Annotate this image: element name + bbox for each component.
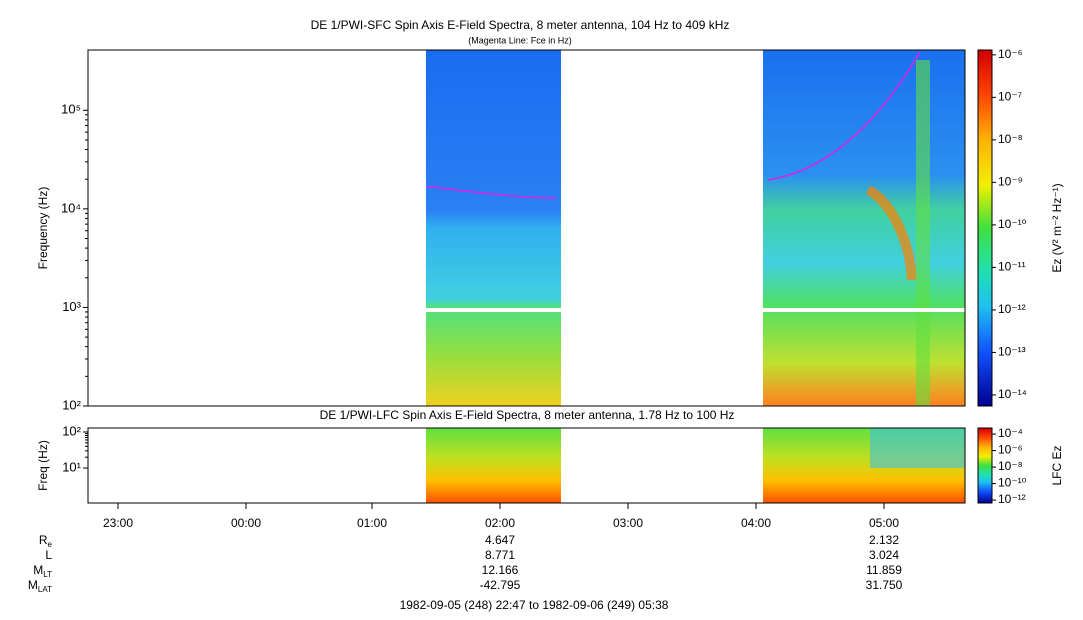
x-tick-label: 23:00 [103,516,133,530]
ephemeris-label: L [45,548,52,562]
colorbar-tick-label: 10⁻¹² [998,492,1026,506]
ephemeris-label-main: L [45,548,52,562]
spectrogram-image [426,50,561,406]
spectrogram-image [763,50,965,406]
colorbar [977,49,993,407]
ephemeris-label: MLT [33,563,52,579]
y-tick-label: 10³ [62,299,81,314]
colorbar-tick-label: 10⁻⁸ [998,132,1023,146]
colorbar-tick-label: 10⁻¹⁴ [998,387,1027,401]
ephemeris-label-sub: LAT [38,585,52,594]
ephemeris-label: MLAT [28,578,52,594]
colorbar-tick-label: 10⁻⁴ [998,426,1023,440]
y-tick-label: 10⁵ [61,102,81,117]
chart-title: DE 1/PWI-LFC Spin Axis E-Field Spectra, … [320,408,735,422]
colorbar-label: Ez (V² m⁻² Hz⁻¹) [1050,183,1064,272]
colorbar-tick-label: 10⁻⁷ [998,90,1022,104]
ephemeris-value: 3.024 [869,548,899,562]
colorbar-tick-label: 10⁻⁸ [998,459,1023,473]
y-axis-label: Freq (Hz) [36,440,50,491]
y-tick-label: 10² [62,397,81,412]
ephemeris-value: 31.750 [866,578,903,592]
colorbar-tick-label: 10⁻⁹ [998,175,1023,189]
x-tick-label: 05:00 [869,516,899,530]
colorbar-tick-label: 10⁻¹⁰ [998,217,1027,231]
ephemeris-value: 2.132 [869,533,899,547]
ephemeris-value: 4.647 [485,533,515,547]
fce-line [425,185,557,199]
ephemeris-value: 11.859 [866,563,902,577]
ephemeris-label-main: R [39,533,48,547]
emission-feature [916,60,930,406]
ephemeris-value: -42.795 [480,578,521,592]
chart-title: DE 1/PWI-SFC Spin Axis E-Field Spectra, … [311,18,730,32]
ephemeris-label-sub: e [48,540,53,549]
x-tick-label: 04:00 [741,516,771,530]
colorbar-tick-label: 10⁻¹¹ [998,260,1026,274]
y-tick-label: 10² [62,423,81,438]
ephemeris-value: 8.771 [485,548,515,562]
gap [763,308,965,312]
footer: 1982-09-05 (248) 22:47 to 1982-09-06 (24… [400,598,669,612]
y-tick-label: 10⁴ [61,200,81,215]
ephemeris-label: Re [39,533,53,549]
x-tick-label: 00:00 [231,516,261,530]
y-tick-label: 10¹ [62,459,81,474]
colorbar [977,427,993,504]
ephemeris-label-main: M [28,578,38,592]
colorbar-tick-label: 10⁻¹⁰ [998,476,1027,490]
colorbar-label: LFC Ez [1050,445,1064,485]
gap [426,308,561,312]
x-tick-label: 03:00 [613,516,643,530]
colorbar-tick-label: 10⁻⁶ [998,47,1023,61]
ephemeris-label-sub: LT [43,570,52,579]
plot-frame [87,49,966,407]
emission-feature [865,185,917,281]
x-tick-label: 02:00 [485,516,515,530]
spectrogram-image [426,428,561,503]
ephemeris-label-main: M [33,563,43,577]
colorbar-tick-label: 10⁻⁶ [998,443,1023,457]
chart-subtitle: (Magenta Line: Fce in Hz) [468,35,572,45]
y-axis-label: Frequency (Hz) [36,187,50,270]
emission-feature [870,428,965,468]
colorbar-tick-label: 10⁻¹² [998,302,1026,316]
fce-line [767,51,921,181]
x-tick-label: 01:00 [357,516,387,530]
ephemeris-value: 12.166 [482,563,519,577]
colorbar-tick-label: 10⁻¹³ [998,345,1026,359]
plot-frame [87,427,966,504]
